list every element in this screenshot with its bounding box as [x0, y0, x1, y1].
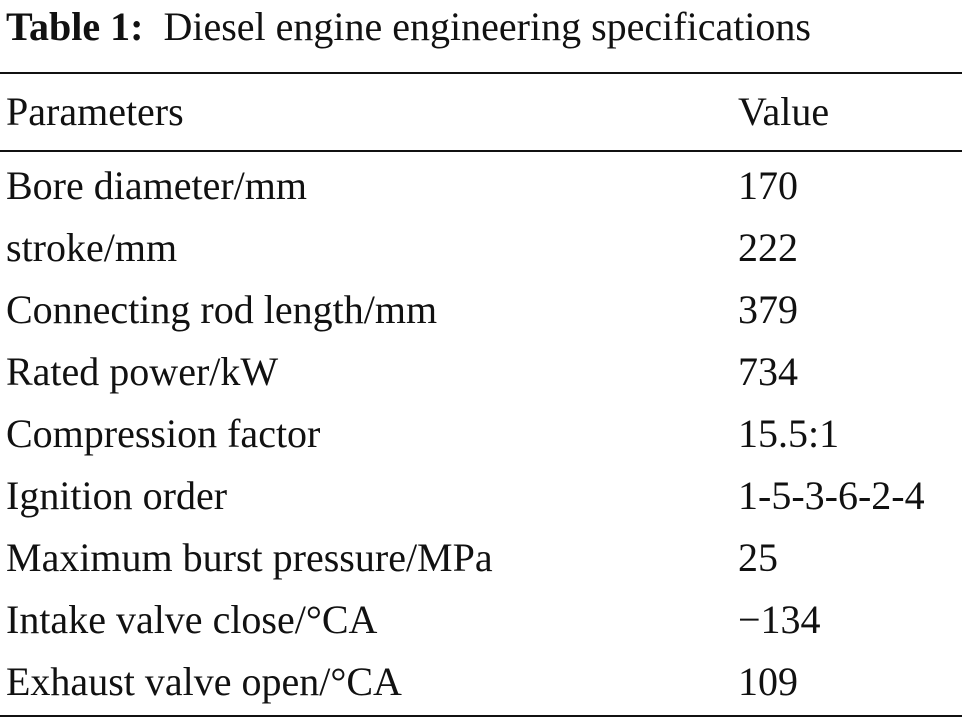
- table-row: Bore diameter/mm 170: [0, 155, 962, 217]
- top-rule: [0, 72, 962, 74]
- table-row: stroke/mm 222: [0, 217, 962, 279]
- value-cell: 109: [738, 659, 798, 704]
- value-cell: 734: [738, 349, 798, 394]
- value-cell: 1-5-3-6-2-4: [738, 473, 925, 518]
- table-row: Connecting rod length/mm 379: [0, 279, 962, 341]
- bottom-rule: [0, 715, 962, 717]
- table-number: Table 1:: [6, 4, 144, 49]
- table-header-row: Parameters Value: [0, 74, 962, 150]
- table-body: Bore diameter/mm 170 stroke/mm 222 Conne…: [0, 152, 962, 715]
- parameter-cell: Connecting rod length/mm: [6, 287, 438, 332]
- table-row: Intake valve close/°CA −134: [0, 589, 962, 651]
- table-caption: Table 1: Diesel engine engineering speci…: [6, 2, 811, 52]
- table-row: Exhaust valve open/°CA 109: [0, 651, 962, 713]
- table-row: Maximum burst pressure/MPa 25: [0, 527, 962, 589]
- value-cell: 170: [738, 163, 798, 208]
- table-title: Diesel engine engineering specifications: [163, 4, 811, 49]
- parameter-cell: Ignition order: [6, 473, 228, 518]
- value-cell: 25: [738, 535, 778, 580]
- parameter-cell: Intake valve close/°CA: [6, 597, 378, 642]
- table-row: Rated power/kW 734: [0, 341, 962, 403]
- parameter-cell: Bore diameter/mm: [6, 163, 308, 208]
- table-row: Compression factor 15.5:1: [0, 403, 962, 465]
- header-value: Value: [738, 89, 830, 134]
- parameter-cell: Compression factor: [6, 411, 321, 456]
- parameter-cell: Rated power/kW: [6, 349, 279, 394]
- value-cell: 222: [738, 225, 798, 270]
- value-cell: −134: [738, 597, 821, 642]
- specifications-table: Parameters Value Bore diameter/mm 170 st…: [0, 72, 962, 717]
- header-rule: [0, 150, 962, 152]
- header-parameters: Parameters: [6, 89, 184, 134]
- value-cell: 15.5:1: [738, 411, 840, 456]
- parameter-cell: stroke/mm: [6, 225, 178, 270]
- parameter-cell: Maximum burst pressure/MPa: [6, 535, 493, 580]
- value-cell: 379: [738, 287, 798, 332]
- parameter-cell: Exhaust valve open/°CA: [6, 659, 402, 704]
- table-row: Ignition order 1-5-3-6-2-4: [0, 465, 962, 527]
